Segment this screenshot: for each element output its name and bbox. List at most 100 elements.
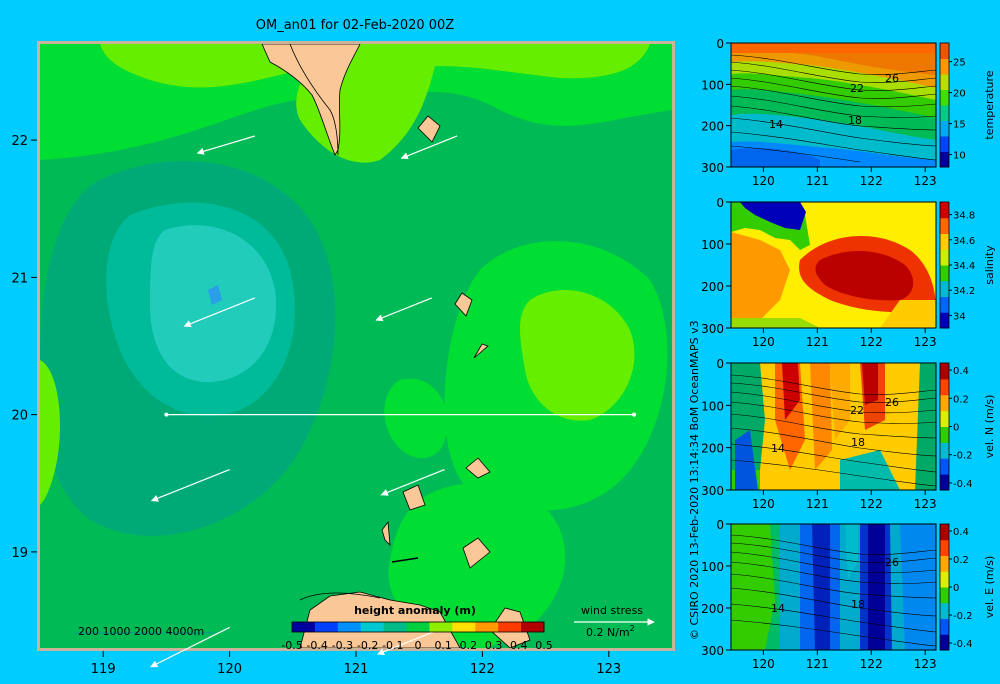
contour-line bbox=[730, 382, 937, 403]
section-ylabel: temperature bbox=[983, 70, 996, 139]
section-y-tick-label: 300 bbox=[701, 322, 724, 336]
section-x-tick-label: 120 bbox=[752, 335, 775, 349]
contour-line bbox=[730, 61, 937, 83]
colorbar-tick-label: -0.1 bbox=[382, 639, 403, 652]
colorbar-cell bbox=[498, 622, 522, 632]
section-x-tick-label: 120 bbox=[752, 497, 775, 511]
land-island-3 bbox=[473, 343, 489, 359]
vel-e-panel: 26 18 14 bbox=[730, 524, 937, 650]
contour-line bbox=[730, 105, 937, 131]
colorbar-tick-label: 0.1 bbox=[434, 639, 452, 652]
contour-line bbox=[730, 534, 937, 555]
section-colorbar-tick-label: -0.4 bbox=[953, 639, 973, 650]
wind-legend-scale-superscript: 2 bbox=[630, 624, 635, 633]
sal-layer bbox=[815, 250, 914, 301]
contour-label: 26 bbox=[885, 72, 899, 85]
section-y-tick-label: 100 bbox=[701, 78, 724, 92]
colorbar-cells bbox=[291, 621, 545, 633]
contour-label: 14 bbox=[771, 442, 785, 455]
section-colorbar-border bbox=[939, 42, 950, 168]
section-x-tick-label: 123 bbox=[914, 497, 937, 511]
wind-legend-scale: 0.2 N/m2 bbox=[586, 624, 635, 639]
section-y-tick-label: 100 bbox=[701, 560, 724, 574]
section-x-tick-label: 121 bbox=[806, 497, 829, 511]
section-colorbar-tick-label: 34.8 bbox=[953, 211, 975, 222]
temperature-panel: 26 22 18 14 bbox=[730, 43, 937, 167]
section-colorbar-cell bbox=[940, 571, 949, 588]
transect-line bbox=[164, 412, 637, 417]
transect-endpoint bbox=[632, 412, 637, 417]
section-y-tick-label: 300 bbox=[701, 161, 724, 175]
map-panel: 200 1000 2000 4000m wind stress 0.2 N/m2… bbox=[11, 41, 675, 677]
vel-n-contours bbox=[730, 374, 937, 487]
contour-line bbox=[730, 561, 937, 584]
section-colorbar-tick-label: -0.4 bbox=[953, 479, 973, 490]
colorbar-cell bbox=[429, 622, 453, 632]
temperature-contours bbox=[730, 54, 937, 163]
contour-line bbox=[730, 391, 937, 414]
section-colorbar-cell bbox=[940, 555, 949, 572]
vel-n-panel: 26 22 18 14 bbox=[730, 363, 937, 490]
colorbar-cell bbox=[475, 622, 499, 632]
colorbar-tick-label: -0.4 bbox=[306, 639, 327, 652]
section-colorbar-cell bbox=[940, 539, 949, 556]
contour-line bbox=[730, 374, 937, 395]
section-y-tick-label: 200 bbox=[701, 442, 724, 456]
vel-e-contour-labels: 26 18 14 bbox=[771, 556, 899, 615]
section-colorbar-cell bbox=[940, 634, 949, 651]
wind-legend-scale-text: 0.2 N/m bbox=[586, 626, 630, 639]
map-y-tick-label: 21 bbox=[11, 271, 28, 286]
land-island-5 bbox=[402, 484, 426, 511]
contour-lines bbox=[289, 44, 381, 601]
section-colorbar-cell bbox=[940, 458, 949, 475]
colorbar-tick-label: 0.4 bbox=[510, 639, 528, 652]
vn-layer bbox=[810, 363, 832, 470]
land-island-2 bbox=[454, 292, 473, 317]
section-x-tick-label: 123 bbox=[914, 174, 937, 188]
contour-line bbox=[730, 85, 937, 108]
colorbar-tick-label: 0 bbox=[415, 639, 422, 652]
contour-line bbox=[730, 131, 937, 161]
section-colorbar-cell bbox=[940, 524, 949, 541]
land-island-8 bbox=[391, 557, 419, 563]
colorbar-cell bbox=[521, 622, 545, 632]
section-colorbar-cell bbox=[940, 587, 949, 604]
depth-legend-text: 200 1000 2000 4000m bbox=[78, 625, 204, 638]
section-colorbar-tick-label: 34 bbox=[953, 311, 966, 322]
contour-line bbox=[730, 117, 937, 147]
section-colorbar-cell bbox=[940, 89, 949, 106]
vel-e-section-axes: 120 121 122 123 0 100 200 300 -0.4 -0.2 0 0.2 0.4 vel… bbox=[701, 518, 996, 671]
section-colorbar-cell bbox=[940, 74, 949, 90]
section-colorbar-tick-label: 0.2 bbox=[953, 394, 969, 405]
section-colorbar-cell bbox=[940, 363, 949, 380]
section-colorbar-tick-label: -0.2 bbox=[953, 611, 973, 622]
section-colorbar-tick-label: 10 bbox=[953, 151, 966, 162]
wind-vector bbox=[150, 468, 230, 502]
section-colorbar-cell bbox=[940, 265, 949, 282]
sal-layer bbox=[731, 318, 820, 328]
figure-title: OM_an01 for 02-Feb-2020 00Z bbox=[256, 18, 455, 33]
section-y-tick-label: 200 bbox=[701, 120, 724, 134]
salinity-field bbox=[731, 202, 936, 328]
map-y-tick-label: 19 bbox=[11, 546, 28, 561]
contour-label: 22 bbox=[850, 404, 864, 417]
section-colorbar-cell bbox=[940, 618, 949, 635]
section-colorbar-cell bbox=[940, 202, 949, 219]
contour-line bbox=[730, 145, 861, 163]
section-x-tick-label: 122 bbox=[860, 657, 883, 671]
contour-line bbox=[730, 443, 937, 473]
contour-line bbox=[730, 587, 937, 617]
wind-vector bbox=[400, 135, 458, 160]
contour-line bbox=[730, 427, 937, 457]
temperature-contour-labels: 26 22 18 14 bbox=[769, 72, 899, 131]
field-band-green-mid bbox=[384, 378, 448, 459]
contour-label: 18 bbox=[848, 114, 862, 127]
section-colorbar-cell bbox=[940, 312, 949, 329]
vn-layer bbox=[915, 363, 936, 490]
salinity-section-axes: 120 121 122 123 0 100 200 300 34 34.2 34.4 34.6 34.8… bbox=[701, 196, 996, 349]
contour-line bbox=[730, 413, 937, 439]
contour-line bbox=[730, 619, 937, 647]
colorbar-cell bbox=[406, 622, 430, 632]
section-colorbar-tick-label: 34.6 bbox=[953, 236, 975, 247]
